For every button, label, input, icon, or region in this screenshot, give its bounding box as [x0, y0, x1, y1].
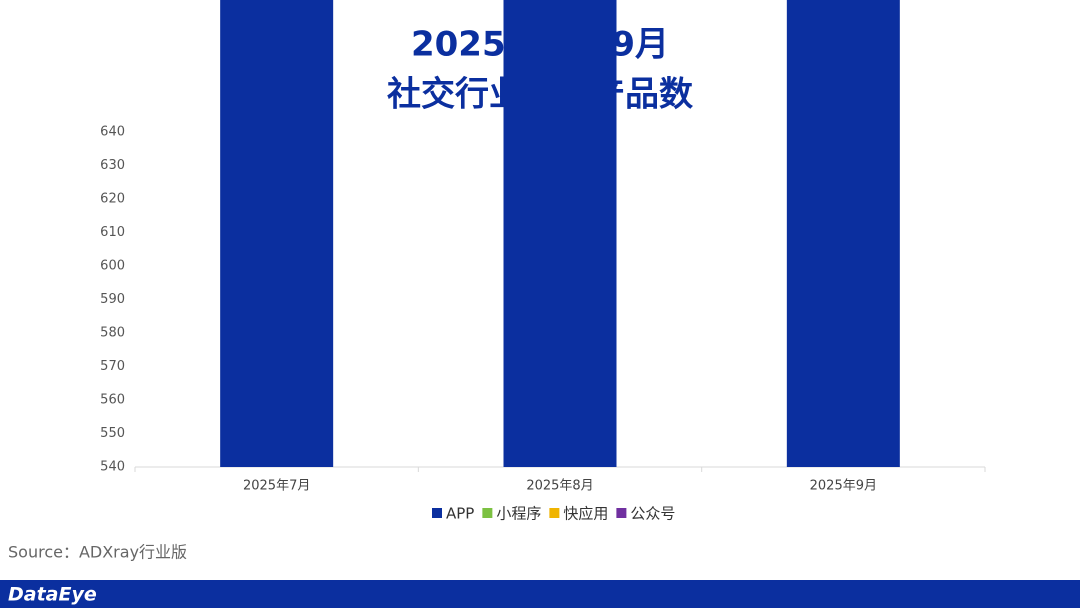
footer-bar	[0, 580, 1080, 608]
bar-segment	[786, 0, 900, 467]
legend-label: 快应用	[563, 505, 608, 523]
y-tick-label: 600	[100, 259, 125, 274]
legend-label: 公众号	[630, 505, 675, 523]
x-tick-label: 2025年7月	[243, 479, 310, 494]
x-tick-label: 2025年8月	[526, 479, 593, 494]
y-tick-label: 620	[100, 192, 125, 207]
y-tick-label: 640	[100, 125, 125, 140]
y-tick-label: 580	[100, 326, 125, 341]
y-tick-label: 590	[100, 292, 125, 307]
legend-label: APP	[446, 505, 474, 523]
bar-segment	[220, 0, 334, 467]
brand: DataEye	[8, 584, 97, 606]
x-tick-label: 2025年9月	[810, 479, 877, 494]
bar-segment	[503, 0, 617, 467]
y-tick-label: 550	[100, 426, 125, 441]
source: Source：ADXray行业版	[8, 543, 187, 562]
y-tick-label: 560	[100, 393, 125, 408]
legend-swatch	[616, 508, 627, 518]
y-tick-label: 610	[100, 225, 125, 240]
y-tick-label: 570	[100, 359, 125, 374]
legend-swatch	[482, 508, 493, 518]
y-tick-label: 540	[100, 460, 125, 475]
y-tick-label: 630	[100, 158, 125, 173]
legend-swatch	[549, 508, 560, 518]
legend-label: 小程序	[496, 505, 541, 523]
legend-swatch	[432, 508, 442, 518]
